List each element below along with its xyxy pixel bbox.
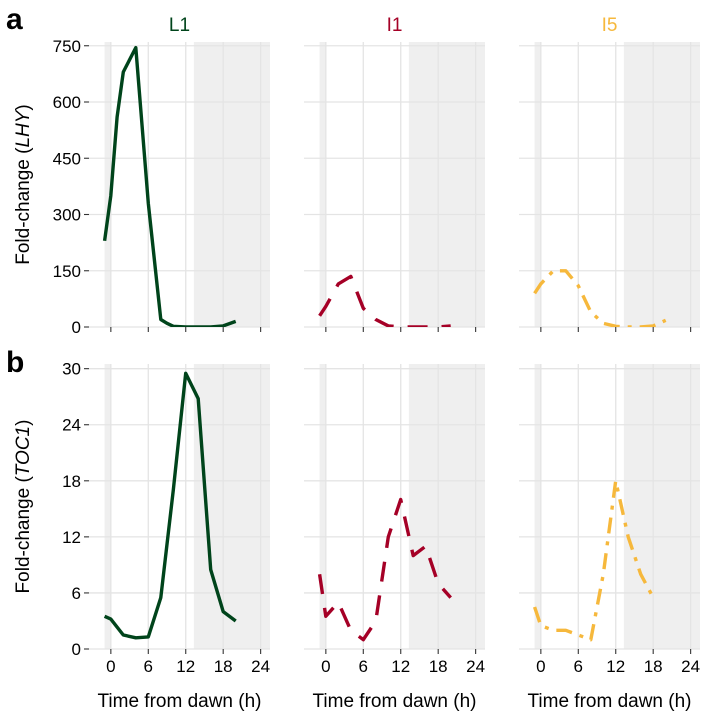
y-tick-label: 18: [62, 472, 81, 491]
dark-period-shade: [408, 42, 485, 327]
x-tick-label: 12: [391, 657, 410, 676]
series-line-i5: [532, 479, 655, 642]
y-tick-label: 24: [62, 416, 81, 435]
y-axis-title-a: Fold-change (LHY): [13, 104, 34, 265]
dark-period-shade: [623, 364, 700, 649]
facet-title-i5: I5: [602, 15, 618, 36]
y-axis-title-gene: TOC1: [13, 426, 34, 476]
facet-a-l1: L1 0 150 300 450 600 750: [53, 15, 270, 337]
dark-period-shade: [534, 42, 541, 327]
y-axis-title-suffix: ): [13, 420, 34, 426]
y-tick-label: 6: [72, 584, 81, 603]
y-tick-label: 600: [53, 93, 81, 112]
dark-period-shade: [408, 364, 485, 649]
y-axis-title-suffix: ): [13, 104, 34, 110]
y-tick-label: 150: [53, 262, 81, 281]
series-line-i1: [318, 274, 451, 327]
x-axis-title: Time from dawn (h): [313, 691, 477, 712]
x-tick-label: 12: [606, 657, 625, 676]
x-axis-title: Time from dawn (h): [98, 691, 262, 712]
x-tick-label: 6: [144, 657, 153, 676]
y-tick-label: 12: [62, 528, 81, 547]
series-line-l1: [103, 371, 237, 640]
y-tick-label: 0: [72, 640, 81, 659]
facet-b-i5: 0 6 12 18 24 Time from dawn (h): [519, 364, 700, 712]
x-tick-label: 18: [214, 657, 233, 676]
y-tick-label: 450: [53, 149, 81, 168]
y-tick-label: 750: [53, 37, 81, 56]
series-line-l1: [102, 45, 237, 327]
dark-period-shade: [534, 364, 541, 649]
panel-tag-b: b: [6, 346, 24, 379]
panel-tag-a: a: [6, 3, 23, 36]
facet-a-i5: I5: [519, 15, 700, 332]
x-tick-label: 24: [251, 657, 270, 676]
y-axis-title-b: Fold-change (TOC1): [13, 420, 34, 594]
x-tick-label: 6: [359, 657, 368, 676]
series-line-i5: [533, 269, 667, 327]
x-tick-label: 18: [644, 657, 663, 676]
x-tick-label: 6: [574, 657, 583, 676]
y-tick-label: 30: [62, 360, 81, 379]
dark-period-shade: [319, 42, 326, 327]
x-tick-label: 24: [681, 657, 700, 676]
dark-period-shade: [193, 42, 270, 327]
y-axis-title-gene: LHY: [13, 109, 34, 147]
facet-a-i1: I1: [304, 15, 485, 332]
y-tick-label: 0: [72, 318, 81, 337]
x-tick-label: 12: [176, 657, 195, 676]
x-axis-title: Time from dawn (h): [528, 691, 692, 712]
facet-title-l1: L1: [169, 15, 190, 36]
dark-period-shade: [104, 364, 111, 649]
dark-period-shade: [319, 364, 326, 649]
dark-period-shade: [104, 42, 111, 327]
x-tick-label: 24: [466, 657, 485, 676]
x-tick-label: 18: [429, 657, 448, 676]
facet-b-i1: 0 6 12 18 24 Time from dawn (h): [304, 364, 485, 712]
dark-period-shade: [623, 42, 700, 327]
x-tick-label: 0: [536, 657, 545, 676]
y-axis-title-prefix: Fold-change (: [13, 147, 34, 265]
x-tick-label: 0: [106, 657, 115, 676]
facet-title-i1: I1: [387, 15, 403, 36]
x-tick-label: 0: [321, 657, 330, 676]
series-line-i1: [317, 497, 452, 642]
y-axis-title-prefix: Fold-change (: [13, 476, 34, 594]
y-tick-label: 300: [53, 206, 81, 225]
facet-b-l1: 0 6 12 18 24 Time from dawn (h) 0 6 12 18 24 30: [62, 360, 270, 712]
